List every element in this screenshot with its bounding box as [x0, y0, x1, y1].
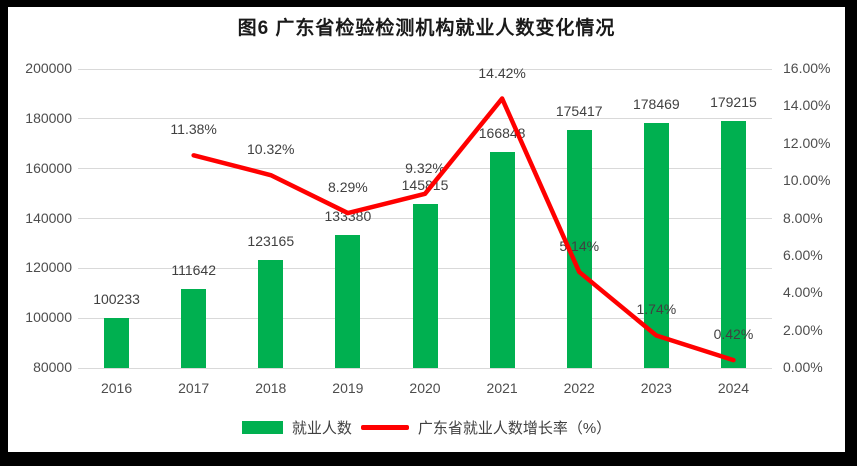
bar-value-label: 111642	[171, 262, 216, 279]
bar-value-label: 178469	[632, 95, 680, 112]
right-axis-tick-label: 14.00%	[783, 97, 831, 114]
gridline	[78, 367, 772, 369]
legend-bar-label: 就业人数	[291, 419, 352, 437]
bar-2019	[335, 234, 361, 368]
gridline	[78, 68, 772, 70]
right-axis-tick-label: 12.00%	[783, 134, 831, 151]
x-axis-category-label: 2019	[332, 380, 364, 396]
right-axis-tick-label: 6.00%	[783, 246, 823, 263]
x-axis-category-label: 2021	[486, 380, 518, 396]
x-axis-category-label: 2018	[255, 380, 287, 396]
left-axis-tick-label: 100000	[25, 309, 72, 326]
gridline	[78, 118, 772, 120]
legend: 就业人数 广东省就业人数增长率（%）	[8, 416, 845, 438]
bar-value-label: 175417	[555, 103, 603, 120]
rate-value-label: 1.74%	[636, 301, 677, 318]
bar-2018	[258, 260, 284, 368]
rate-value-label: 11.38%	[170, 121, 217, 138]
right-axis-tick-label: 4.00%	[783, 284, 823, 301]
left-axis-tick-label: 180000	[25, 109, 72, 126]
left-axis-tick-label: 200000	[25, 60, 72, 76]
x-axis-category-label: 2022	[563, 380, 595, 396]
rate-value-label: 14.42%	[478, 64, 526, 81]
bar-2020	[412, 204, 438, 368]
left-axis-tick-label: 80000	[33, 359, 72, 375]
chart-surface: 图6 广东省检验检测机构就业人数变化情况 80000 100000 120000 14…	[8, 7, 845, 452]
bar-value-label: 123165	[247, 233, 295, 250]
bar-2021	[489, 151, 515, 368]
rate-value-label: 0.42%	[713, 326, 754, 343]
x-axis-category-label: 2020	[409, 380, 441, 396]
bar-2023	[643, 122, 669, 368]
x-axis-category-label: 2017	[178, 380, 210, 396]
x-axis-category-label: 2024	[717, 380, 750, 396]
rate-value-label: 5.14%	[559, 237, 600, 254]
rate-value-label: 10.32%	[247, 141, 295, 158]
left-axis-tick-label: 120000	[25, 259, 72, 276]
right-axis-tick-label: 10.00%	[783, 172, 831, 189]
bar-2017	[181, 289, 207, 368]
legend-bar-swatch	[241, 420, 283, 434]
x-axis-category-label: 2023	[640, 380, 672, 396]
right-axis-tick-label: 2.00%	[783, 321, 823, 338]
right-axis-tick-label: 16.00%	[783, 60, 831, 76]
right-axis-tick-label: 8.00%	[783, 209, 823, 226]
right-axis-tick-label: 0.00%	[783, 359, 823, 375]
legend-line-swatch	[360, 424, 409, 430]
x-axis-category-label: 2016	[100, 380, 133, 396]
bar-value-label: 145815	[401, 177, 449, 193]
bar-value-label: 133380	[324, 207, 372, 224]
legend-line-label: 广东省就业人数增长率（%）	[417, 419, 612, 437]
bar-value-label: 100233	[93, 290, 140, 307]
bar-value-label: 166848	[478, 124, 526, 141]
rate-value-label: 8.29%	[328, 179, 368, 196]
left-axis-tick-label: 160000	[25, 159, 72, 176]
chart-title: 图6 广东省检验检测机构就业人数变化情况	[237, 18, 616, 39]
bar-2016	[104, 317, 130, 368]
left-axis-tick-label: 140000	[25, 209, 72, 226]
rate-value-label: 9.32%	[405, 159, 445, 176]
bar-value-label: 179215	[710, 93, 757, 110]
